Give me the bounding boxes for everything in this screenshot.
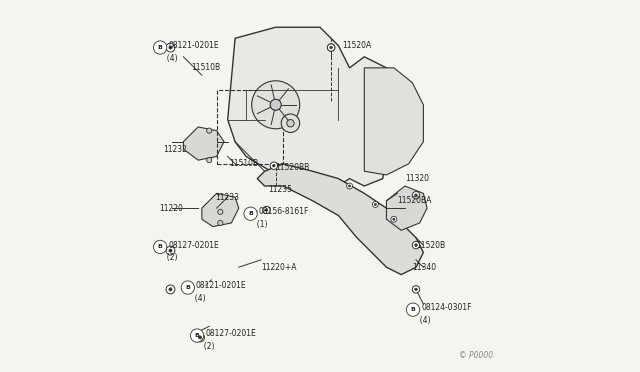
Text: © P0000: © P0000 — [460, 350, 493, 359]
Polygon shape — [257, 164, 424, 275]
Text: 11220+A: 11220+A — [261, 263, 296, 272]
Polygon shape — [387, 186, 427, 230]
Circle shape — [166, 43, 175, 52]
Circle shape — [218, 209, 223, 214]
Circle shape — [252, 81, 300, 129]
Circle shape — [412, 286, 420, 293]
Circle shape — [207, 158, 212, 163]
Circle shape — [181, 281, 195, 294]
Circle shape — [412, 192, 420, 199]
Text: 11510B: 11510B — [230, 159, 259, 169]
Text: 11520B: 11520B — [416, 241, 445, 250]
Circle shape — [169, 249, 172, 252]
Circle shape — [169, 288, 172, 291]
Circle shape — [263, 206, 270, 214]
Text: (2): (2) — [199, 342, 214, 351]
Circle shape — [393, 218, 395, 220]
Circle shape — [330, 46, 332, 49]
Text: B: B — [248, 211, 253, 216]
Circle shape — [391, 216, 397, 222]
Circle shape — [328, 44, 335, 51]
Circle shape — [415, 288, 417, 291]
Text: 11232: 11232 — [163, 145, 187, 154]
Text: B: B — [157, 244, 163, 249]
Circle shape — [374, 203, 376, 206]
Circle shape — [372, 202, 378, 208]
Text: (4): (4) — [415, 316, 431, 325]
Circle shape — [328, 44, 335, 51]
Circle shape — [196, 333, 204, 342]
Text: 11220: 11220 — [159, 203, 183, 213]
Circle shape — [415, 194, 417, 196]
Circle shape — [166, 246, 175, 255]
Text: 11340: 11340 — [412, 263, 436, 272]
Circle shape — [198, 336, 202, 339]
Circle shape — [207, 128, 212, 133]
Text: 08127-0201E: 08127-0201E — [168, 241, 219, 250]
Circle shape — [169, 46, 172, 49]
Circle shape — [287, 119, 294, 127]
Circle shape — [218, 220, 223, 225]
Text: B: B — [411, 307, 415, 312]
Circle shape — [154, 240, 167, 254]
Text: (4): (4) — [189, 294, 205, 303]
Circle shape — [270, 99, 281, 110]
Polygon shape — [184, 127, 224, 160]
Circle shape — [166, 285, 175, 294]
Text: B: B — [195, 333, 200, 338]
Polygon shape — [202, 193, 239, 227]
Circle shape — [244, 207, 257, 220]
Circle shape — [191, 329, 204, 342]
Text: 08127-0201E: 08127-0201E — [205, 329, 256, 338]
Circle shape — [281, 114, 300, 132]
Text: 11520A: 11520A — [342, 41, 371, 50]
Circle shape — [348, 185, 351, 187]
Circle shape — [154, 41, 167, 54]
Bar — [216, 90, 283, 164]
Circle shape — [265, 209, 268, 211]
Text: 11320: 11320 — [405, 174, 429, 183]
Text: 11233: 11233 — [215, 193, 239, 202]
Circle shape — [273, 164, 275, 167]
Text: 08121-0201E: 08121-0201E — [196, 281, 246, 290]
Polygon shape — [364, 68, 424, 175]
Text: B: B — [186, 285, 190, 290]
Text: B: B — [157, 45, 163, 50]
Text: 08121-0201E: 08121-0201E — [168, 41, 219, 50]
Text: 11235: 11235 — [268, 185, 292, 194]
Circle shape — [412, 241, 420, 249]
Text: (1): (1) — [252, 220, 268, 229]
Circle shape — [406, 303, 420, 316]
Text: 08156-8161F: 08156-8161F — [259, 207, 309, 217]
Text: 11520BB: 11520BB — [276, 163, 310, 172]
Circle shape — [415, 244, 417, 246]
Text: 11520BA: 11520BA — [397, 196, 432, 205]
Text: 08124-0301F: 08124-0301F — [421, 303, 472, 312]
Circle shape — [347, 183, 353, 189]
Circle shape — [270, 162, 278, 169]
Text: 11510B: 11510B — [191, 63, 220, 72]
Text: (2): (2) — [162, 253, 177, 263]
Polygon shape — [228, 27, 394, 186]
Text: (4): (4) — [162, 54, 177, 63]
